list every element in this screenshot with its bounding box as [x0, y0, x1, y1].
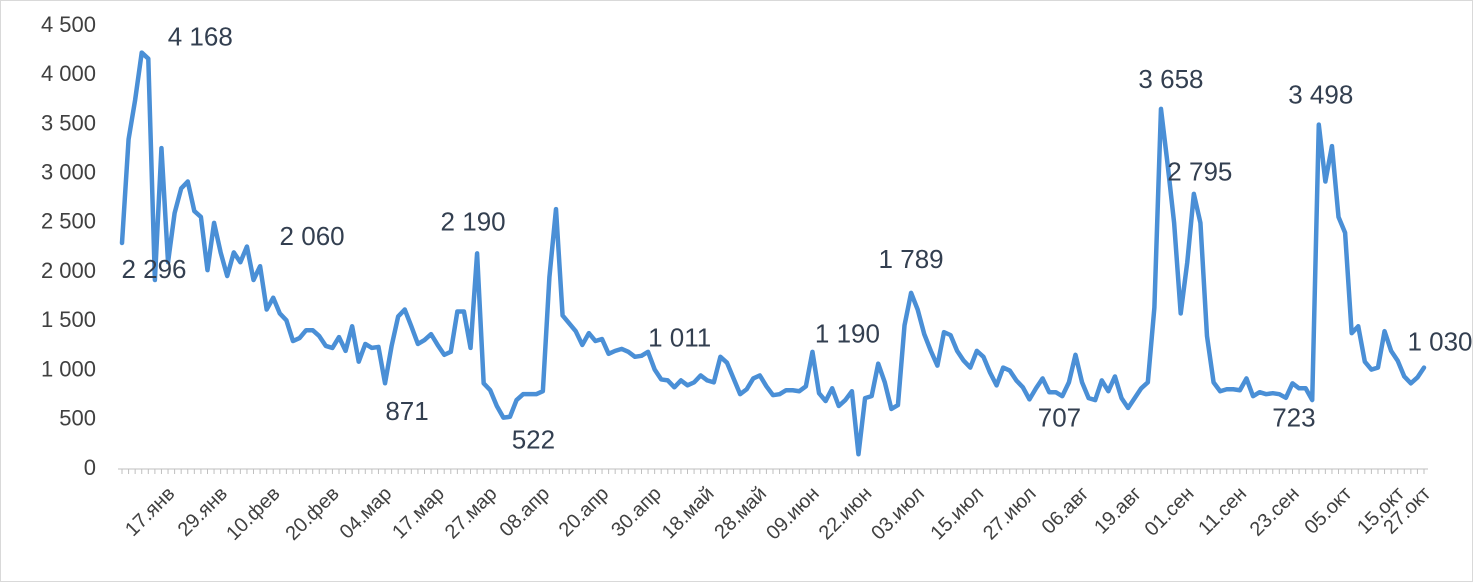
x-tick-label: 23.сен — [1246, 483, 1304, 541]
data-label: 1 011 — [648, 322, 711, 352]
x-tick-label: 15.июл — [926, 483, 988, 545]
data-label: 1 030 — [1407, 326, 1472, 356]
x-tick-label: 09.июн — [762, 483, 824, 545]
data-label: 707 — [1038, 402, 1081, 432]
data-label: 871 — [385, 396, 428, 426]
x-tick-label: 30.апр — [607, 483, 666, 542]
x-tick-label: 27.июл — [979, 483, 1041, 545]
x-tick-label: 08.апр — [496, 483, 555, 542]
x-tick-label: 03.июл — [867, 483, 929, 545]
x-tick-label: 27.мар — [441, 483, 502, 544]
x-tick-label: 10.фев — [222, 483, 284, 545]
x-tick-label: 06.авг — [1038, 483, 1094, 539]
y-tick-label: 2 000 — [41, 258, 96, 283]
y-tick-label: 0 — [84, 455, 96, 480]
x-tick-label: 28.май — [710, 483, 771, 544]
x-tick-label: 18.май — [658, 483, 719, 544]
x-tick-label: 11.сен — [1194, 483, 1251, 540]
y-tick-label: 4 500 — [41, 12, 96, 37]
data-label: 3 498 — [1288, 80, 1353, 110]
x-tick-label: 20.фев — [281, 483, 343, 545]
data-label: 723 — [1272, 403, 1315, 433]
y-tick-label: 2 500 — [41, 209, 96, 234]
x-tick-label: 05.окт — [1300, 483, 1356, 539]
y-tick-label: 500 — [59, 406, 96, 431]
y-tick-label: 4 000 — [41, 61, 96, 86]
data-line — [119, 50, 1427, 457]
x-tick-label: 29.янв — [174, 483, 232, 541]
y-tick-label: 1 000 — [41, 356, 96, 381]
x-tick-label: 20.апр — [555, 483, 614, 542]
y-tick-label: 3 000 — [41, 159, 96, 184]
x-tick-label: 19.авг — [1090, 483, 1146, 539]
x-tick-label: 17.мар — [388, 483, 449, 544]
data-label: 2 795 — [1167, 157, 1232, 187]
y-tick-label: 1 500 — [41, 307, 96, 332]
y-tick-label: 3 500 — [41, 110, 96, 135]
data-label: 522 — [512, 424, 555, 454]
x-tick-label: 17.янв — [121, 483, 179, 541]
x-tick-label: 22.июн — [815, 483, 877, 545]
data-label: 4 168 — [168, 22, 233, 52]
data-label: 1 789 — [879, 244, 944, 274]
x-tick-label: 01.сен — [1141, 483, 1199, 541]
data-label: 2 296 — [121, 254, 186, 284]
data-label: 2 190 — [441, 206, 506, 236]
x-tick-label: 04.мар — [336, 483, 397, 544]
data-label: 1 190 — [815, 319, 880, 349]
data-label: 3 658 — [1138, 64, 1203, 94]
data-label: 2 060 — [280, 221, 345, 251]
